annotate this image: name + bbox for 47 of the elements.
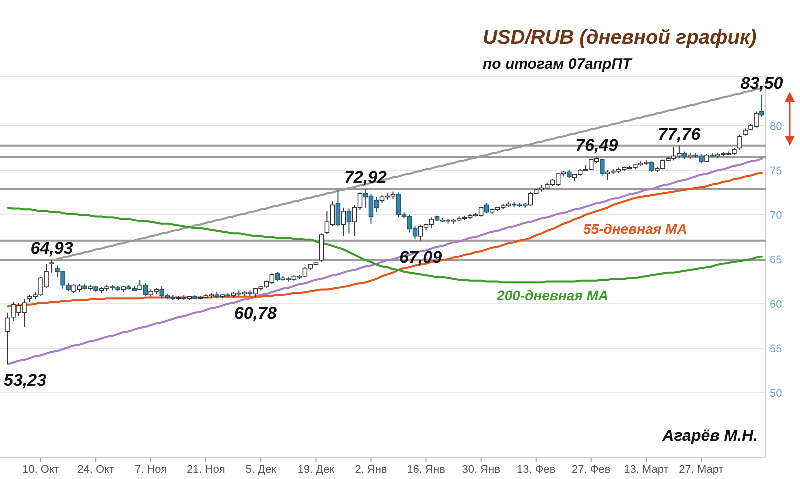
x-tick-label: 16. Янв bbox=[407, 464, 446, 476]
y-tick-label: 60 bbox=[770, 299, 782, 311]
y-tick-label: 80 bbox=[770, 120, 782, 133]
x-tick-label: 10. Окт bbox=[22, 464, 60, 476]
x-tick-label: 27. Март bbox=[679, 464, 724, 476]
annotation: 60,78 bbox=[234, 304, 278, 324]
line-series bbox=[7, 206, 763, 284]
x-tick-label: 7. Ноя bbox=[134, 464, 168, 476]
candlestick bbox=[341, 207, 346, 237]
x-tick-label: 2. Янв bbox=[355, 464, 388, 476]
annotation: 77,76 bbox=[658, 124, 702, 144]
candlestick bbox=[600, 158, 605, 176]
x-tick-label: 21. Ноя bbox=[186, 464, 226, 476]
annotation: 76,49 bbox=[576, 136, 619, 156]
x-tick-label: 27. Фев bbox=[572, 464, 611, 476]
x-tick-label: 5. Дек bbox=[246, 464, 277, 476]
candlestick bbox=[650, 161, 654, 173]
y-tick-label: 65 bbox=[770, 254, 782, 266]
candlestick bbox=[50, 260, 54, 274]
annotation: Агарёв М.Н. bbox=[662, 428, 758, 445]
annotation: 53,23 bbox=[4, 371, 48, 390]
candlestick bbox=[138, 279, 142, 292]
candlestick bbox=[346, 208, 352, 234]
x-tick-label: 13. Фев bbox=[517, 464, 556, 476]
y-tick-label: 75 bbox=[770, 165, 782, 178]
x-tick-label: 13. Март bbox=[624, 464, 669, 476]
y-tick-label: 50 bbox=[770, 388, 782, 400]
x-tick-label: 19. Дек bbox=[298, 464, 335, 476]
series-label: 200-дневная MA bbox=[496, 288, 609, 304]
line-series bbox=[7, 158, 763, 366]
candlestick bbox=[760, 94, 764, 118]
candlestick bbox=[143, 283, 148, 296]
chart-title: USD/RUB (дневной график) bbox=[483, 27, 758, 49]
candlestick bbox=[484, 202, 490, 214]
candlestick bbox=[336, 190, 341, 228]
annotation: 83,50 bbox=[740, 74, 784, 93]
candlestick bbox=[738, 134, 742, 150]
candlestick bbox=[6, 312, 10, 365]
y-tick-label: 70 bbox=[770, 210, 782, 222]
x-tick-label: 24. Окт bbox=[78, 464, 115, 476]
chart-subtitle: по итогам 07апрПТ bbox=[483, 56, 634, 73]
y-tick-label: 55 bbox=[770, 344, 782, 356]
candlestick bbox=[275, 271, 280, 282]
x-tick-label: 30. Янв bbox=[462, 464, 501, 476]
series-label: 55-дневная MA bbox=[584, 221, 688, 238]
annotation: 72,92 bbox=[344, 168, 388, 187]
annotation: 64,93 bbox=[30, 239, 74, 258]
